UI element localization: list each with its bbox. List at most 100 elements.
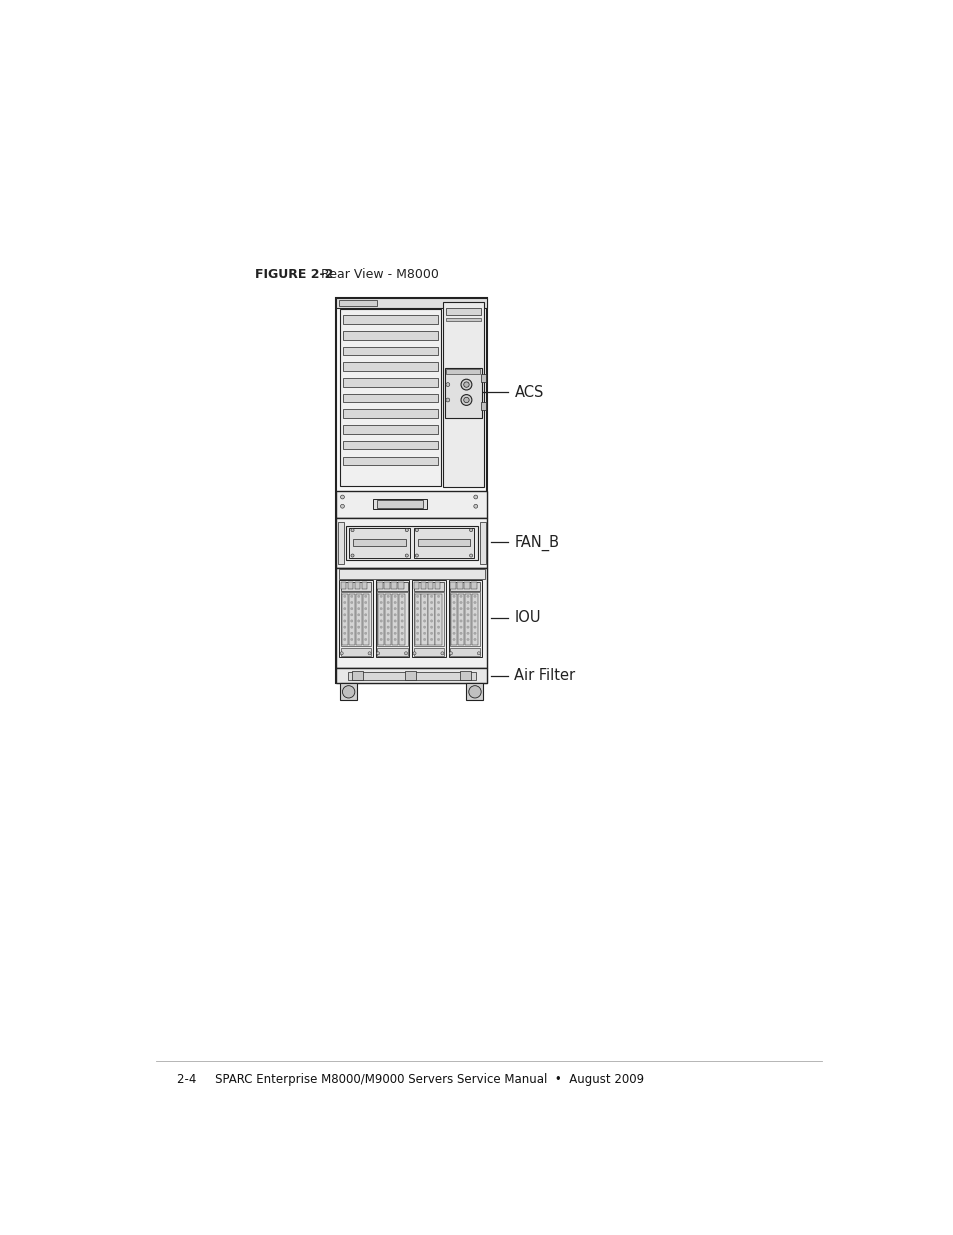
Circle shape: [430, 638, 433, 641]
Circle shape: [387, 620, 389, 622]
Circle shape: [343, 608, 346, 610]
Circle shape: [387, 638, 389, 641]
Bar: [443, 303, 483, 487]
Text: FAN_B: FAN_B: [514, 535, 558, 551]
Circle shape: [436, 626, 439, 629]
Bar: [335, 490, 487, 517]
Bar: [335, 668, 487, 683]
Bar: [377, 582, 407, 592]
Bar: [392, 594, 397, 645]
Circle shape: [466, 626, 469, 629]
Bar: [343, 441, 437, 450]
Circle shape: [474, 638, 476, 641]
Circle shape: [364, 632, 367, 635]
Circle shape: [394, 601, 395, 604]
Circle shape: [379, 632, 382, 635]
Bar: [450, 648, 480, 656]
Circle shape: [453, 626, 455, 629]
Circle shape: [357, 626, 359, 629]
Bar: [405, 671, 416, 680]
Bar: [391, 583, 396, 589]
Circle shape: [379, 601, 382, 604]
Circle shape: [430, 620, 433, 622]
Circle shape: [449, 652, 452, 655]
Bar: [338, 300, 377, 306]
Bar: [451, 594, 456, 645]
Circle shape: [394, 638, 395, 641]
Bar: [377, 594, 384, 645]
Bar: [340, 583, 346, 589]
Circle shape: [400, 632, 403, 635]
Bar: [348, 583, 353, 589]
Bar: [466, 683, 483, 700]
Bar: [448, 580, 481, 657]
Bar: [445, 317, 480, 321]
Bar: [450, 593, 480, 646]
Circle shape: [463, 382, 469, 388]
Bar: [427, 583, 433, 589]
Bar: [414, 527, 474, 558]
Circle shape: [423, 614, 425, 616]
Bar: [361, 583, 367, 589]
Bar: [343, 362, 437, 370]
Circle shape: [342, 685, 355, 698]
Circle shape: [468, 685, 480, 698]
Circle shape: [459, 595, 461, 598]
Bar: [337, 521, 344, 564]
Circle shape: [416, 620, 418, 622]
Circle shape: [474, 632, 476, 635]
Bar: [384, 583, 390, 589]
Bar: [377, 583, 382, 589]
Circle shape: [453, 638, 455, 641]
Circle shape: [474, 620, 476, 622]
Circle shape: [423, 626, 425, 629]
Bar: [435, 583, 439, 589]
Circle shape: [440, 652, 443, 655]
Bar: [444, 368, 481, 417]
Circle shape: [453, 632, 455, 635]
Circle shape: [466, 608, 469, 610]
Circle shape: [400, 601, 403, 604]
Bar: [343, 410, 437, 419]
Circle shape: [357, 614, 359, 616]
Bar: [352, 671, 362, 680]
Circle shape: [474, 626, 476, 629]
Text: Air Filter: Air Filter: [514, 668, 575, 683]
Text: ACS: ACS: [514, 385, 543, 400]
Circle shape: [379, 638, 382, 641]
Bar: [398, 594, 405, 645]
Bar: [341, 594, 348, 645]
Bar: [480, 374, 485, 382]
Bar: [343, 331, 437, 340]
Circle shape: [357, 638, 359, 641]
Bar: [349, 527, 410, 558]
Circle shape: [474, 504, 477, 508]
Bar: [348, 594, 355, 645]
Circle shape: [416, 638, 418, 641]
Circle shape: [423, 608, 425, 610]
Circle shape: [394, 632, 395, 635]
Circle shape: [453, 595, 455, 598]
Circle shape: [436, 595, 439, 598]
Circle shape: [387, 614, 389, 616]
Circle shape: [459, 601, 461, 604]
Circle shape: [404, 652, 407, 655]
Bar: [375, 580, 409, 657]
Circle shape: [453, 614, 455, 616]
Bar: [340, 593, 371, 646]
Text: Rear View - M8000: Rear View - M8000: [305, 268, 438, 280]
Bar: [377, 593, 407, 646]
Circle shape: [394, 620, 395, 622]
Circle shape: [357, 620, 359, 622]
Bar: [397, 583, 403, 589]
Circle shape: [364, 608, 367, 610]
Bar: [450, 582, 480, 592]
Circle shape: [350, 601, 353, 604]
Circle shape: [350, 614, 353, 616]
Circle shape: [415, 555, 418, 557]
Circle shape: [364, 614, 367, 616]
Circle shape: [423, 620, 425, 622]
Bar: [446, 369, 480, 374]
Circle shape: [466, 638, 469, 641]
Circle shape: [364, 601, 367, 604]
